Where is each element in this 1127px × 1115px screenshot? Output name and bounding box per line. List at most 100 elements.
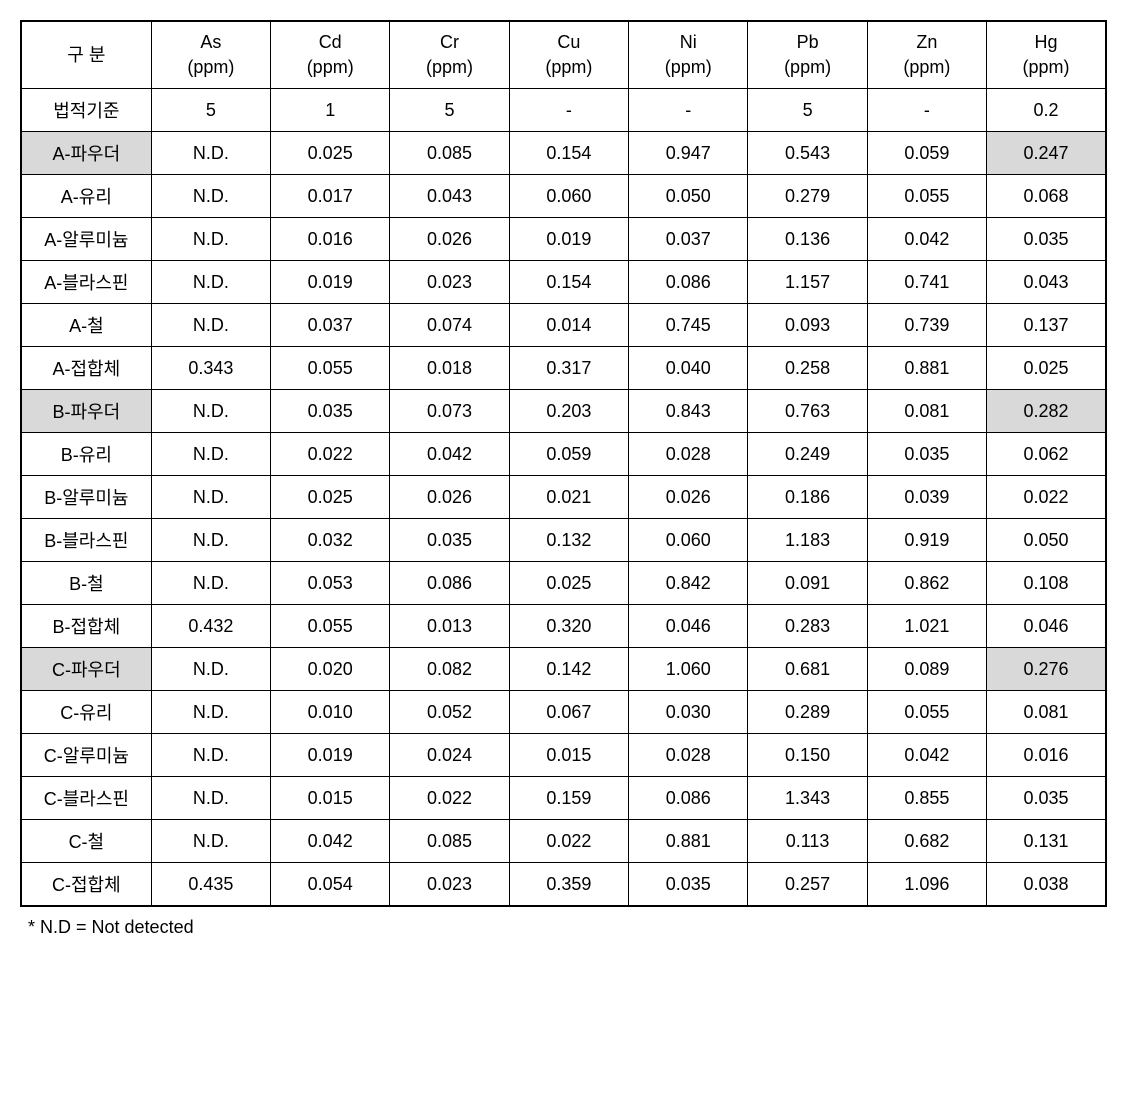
data-cell: 0.142 (509, 648, 628, 691)
data-cell: 0.435 (151, 863, 270, 907)
column-header-line2: (ppm) (665, 57, 712, 77)
column-header-line1: As (200, 32, 221, 52)
data-cell: 0.059 (509, 433, 628, 476)
data-cell: 0.154 (509, 132, 628, 175)
data-cell: 0.862 (867, 562, 986, 605)
data-cell: 0.247 (987, 132, 1106, 175)
table-row: B-유리N.D.0.0220.0420.0590.0280.2490.0350.… (21, 433, 1106, 476)
data-cell: 1.157 (748, 261, 867, 304)
row-label: B-파우더 (21, 390, 151, 433)
data-cell: 0.043 (987, 261, 1106, 304)
data-cell: 0.279 (748, 175, 867, 218)
table-row: C-파우더N.D.0.0200.0820.1421.0600.6810.0890… (21, 648, 1106, 691)
data-cell: 0.059 (867, 132, 986, 175)
data-cell: 0.020 (271, 648, 390, 691)
column-header-line2: (ppm) (1023, 57, 1070, 77)
data-cell: 0.042 (867, 734, 986, 777)
data-cell: N.D. (151, 777, 270, 820)
table-row: A-알루미늄N.D.0.0160.0260.0190.0370.1360.042… (21, 218, 1106, 261)
row-label: A-블라스핀 (21, 261, 151, 304)
data-cell: 0.055 (271, 605, 390, 648)
row-label: A-철 (21, 304, 151, 347)
data-cell: 0.039 (867, 476, 986, 519)
data-cell: 0.154 (509, 261, 628, 304)
table-row: A-접합체0.3430.0550.0180.3170.0400.2580.881… (21, 347, 1106, 390)
row-label: 법적기준 (21, 89, 151, 132)
data-cell: 0.320 (509, 605, 628, 648)
data-cell: 1.096 (867, 863, 986, 907)
data-cell: 0.053 (271, 562, 390, 605)
heavy-metals-table: 구 분As(ppm)Cd(ppm)Cr(ppm)Cu(ppm)Ni(ppm)Pb… (20, 20, 1107, 907)
data-cell: 0.739 (867, 304, 986, 347)
data-cell: 0.025 (509, 562, 628, 605)
column-header-cr: Cr (ppm) (390, 21, 509, 89)
data-cell: 0.022 (271, 433, 390, 476)
table-row: C-철N.D.0.0420.0850.0220.8810.1130.6820.1… (21, 820, 1106, 863)
data-cell: 0.035 (629, 863, 748, 907)
data-cell: 0.042 (390, 433, 509, 476)
column-header-line1: Cr (440, 32, 459, 52)
column-header-label: 구 분 (21, 21, 151, 89)
data-cell: 0.113 (748, 820, 867, 863)
column-header-line1: Cd (319, 32, 342, 52)
data-cell: N.D. (151, 476, 270, 519)
data-cell: 0.046 (987, 605, 1106, 648)
data-cell: 1.060 (629, 648, 748, 691)
table-row: B-블라스핀N.D.0.0320.0350.1320.0601.1830.919… (21, 519, 1106, 562)
data-cell: 0.035 (987, 777, 1106, 820)
header-row: 구 분As(ppm)Cd(ppm)Cr(ppm)Cu(ppm)Ni(ppm)Pb… (21, 21, 1106, 89)
data-cell: 1 (271, 89, 390, 132)
data-cell: 0.035 (271, 390, 390, 433)
data-cell: 0.067 (509, 691, 628, 734)
data-cell: 0.283 (748, 605, 867, 648)
data-cell: 0.082 (390, 648, 509, 691)
data-cell: 0.046 (629, 605, 748, 648)
data-cell: 0.010 (271, 691, 390, 734)
table-row: 법적기준515--5-0.2 (21, 89, 1106, 132)
data-cell: 0.037 (271, 304, 390, 347)
data-cell: 0.203 (509, 390, 628, 433)
table-row: C-유리N.D.0.0100.0520.0670.0300.2890.0550.… (21, 691, 1106, 734)
column-header-line2: (ppm) (426, 57, 473, 77)
data-cell: 0.947 (629, 132, 748, 175)
row-label: B-접합체 (21, 605, 151, 648)
column-header-line2: (ppm) (903, 57, 950, 77)
column-header-line1: Pb (797, 32, 819, 52)
data-cell: 0.040 (629, 347, 748, 390)
data-cell: 0.025 (987, 347, 1106, 390)
row-label: B-알루미늄 (21, 476, 151, 519)
table-row: C-블라스핀N.D.0.0150.0220.1590.0861.3430.855… (21, 777, 1106, 820)
data-cell: 0.060 (509, 175, 628, 218)
row-label: A-접합체 (21, 347, 151, 390)
data-cell: 0.763 (748, 390, 867, 433)
data-cell: 0.023 (390, 261, 509, 304)
data-cell: 1.343 (748, 777, 867, 820)
data-cell: 0.086 (629, 777, 748, 820)
data-cell: N.D. (151, 648, 270, 691)
data-cell: 5 (151, 89, 270, 132)
table-row: C-알루미늄N.D.0.0190.0240.0150.0280.1500.042… (21, 734, 1106, 777)
data-cell: 0.137 (987, 304, 1106, 347)
data-cell: 0.741 (867, 261, 986, 304)
table-row: B-파우더N.D.0.0350.0730.2030.8430.7630.0810… (21, 390, 1106, 433)
column-header-ni: Ni(ppm) (629, 21, 748, 89)
data-cell: 0.042 (271, 820, 390, 863)
data-cell: N.D. (151, 304, 270, 347)
data-cell: 5 (748, 89, 867, 132)
data-cell: 0.028 (629, 433, 748, 476)
data-cell: 0.432 (151, 605, 270, 648)
data-cell: 0.035 (867, 433, 986, 476)
data-cell: 0.022 (390, 777, 509, 820)
row-label: C-파우더 (21, 648, 151, 691)
data-cell: N.D. (151, 691, 270, 734)
column-header-line2: (ppm) (307, 57, 354, 77)
data-cell: 0.317 (509, 347, 628, 390)
data-cell: 0.081 (867, 390, 986, 433)
data-cell: 0.026 (390, 476, 509, 519)
data-cell: 0.091 (748, 562, 867, 605)
data-cell: 1.021 (867, 605, 986, 648)
data-cell: 0.019 (509, 218, 628, 261)
column-header-line2: (ppm) (545, 57, 592, 77)
data-cell: 0.015 (509, 734, 628, 777)
data-cell: 0.919 (867, 519, 986, 562)
